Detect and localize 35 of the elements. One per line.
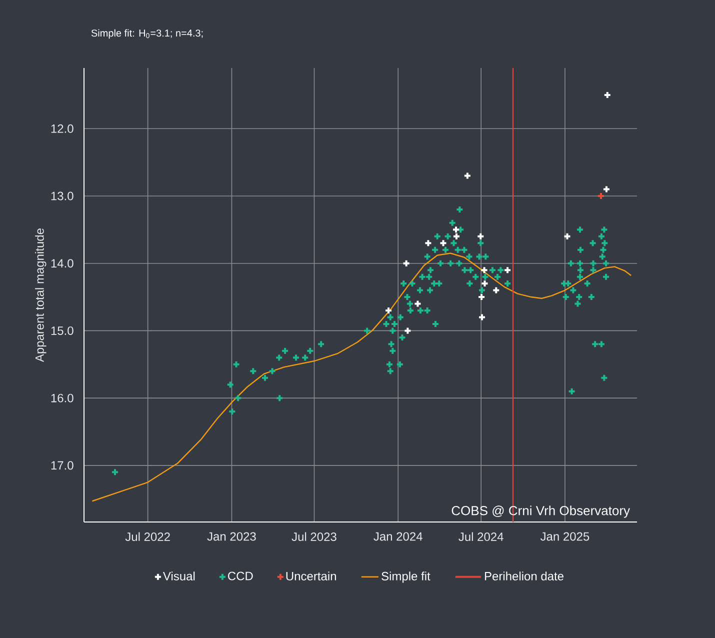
y-tick-label: 13.0	[51, 192, 74, 200]
point	[463, 172, 472, 180]
point	[563, 232, 572, 240]
x-tick-label: Jul 2024	[458, 532, 504, 542]
point	[414, 300, 422, 308]
point	[504, 266, 512, 274]
point	[384, 306, 393, 314]
point	[480, 266, 488, 274]
x-tick-label: Jan 2023	[207, 532, 256, 541]
point	[404, 326, 412, 335]
point	[602, 185, 610, 194]
legend-label: Uncertain	[286, 572, 336, 580]
x-tick-label: Jul 2023	[292, 532, 336, 542]
x-tick-label: Jul 2022	[125, 532, 170, 542]
y-tick-label: 14.0	[51, 259, 74, 268]
chart-title: Simple fit: H$_{0}$=3.1; n=4.3;	[91, 29, 203, 39]
y-tick-label: 17.0	[51, 461, 74, 470]
point	[492, 286, 500, 294]
y-tick-label: 15.0	[51, 326, 74, 335]
legend-label: CCD	[228, 572, 253, 580]
point	[478, 313, 486, 322]
point	[424, 239, 432, 248]
point	[476, 232, 485, 240]
point	[439, 239, 448, 248]
point	[452, 226, 460, 234]
x-tick-label: Jan 2025	[540, 532, 590, 541]
legend-label: Simple fit	[382, 572, 430, 583]
y-tick-label: 16.0	[51, 394, 74, 402]
point	[452, 232, 460, 240]
y-axis-title: Apparent total magnitude	[35, 228, 46, 362]
x-tick-label: Jan 2024	[374, 532, 422, 541]
legend-label: Visual	[162, 572, 195, 580]
point	[402, 259, 410, 268]
y-tick-label: 12.0	[51, 124, 74, 133]
legend-label: Perihelion date	[484, 572, 564, 580]
